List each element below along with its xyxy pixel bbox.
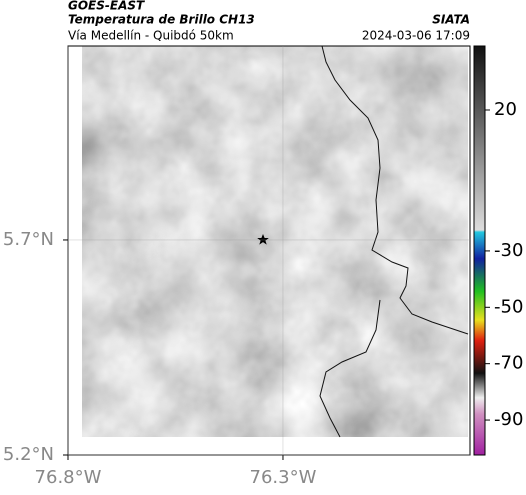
colorbar-tick-label: -90: [494, 409, 523, 430]
satellite-image: [82, 46, 468, 437]
product: GOES-EAST: [68, 0, 145, 13]
x-tick-label: 76.3°W: [250, 467, 317, 488]
colorbar-tick-label: -50: [494, 296, 523, 317]
source: SIATA: [432, 13, 470, 27]
colorbar-tick-label: -30: [494, 240, 523, 261]
colorbar-tick-label: -70: [494, 353, 523, 374]
border: [321, 45, 469, 335]
x-tick-label: 76.8°W: [35, 467, 102, 488]
y-tick-label: 5.2°N: [3, 444, 54, 465]
y-tick-label: 5.7°N: [3, 229, 54, 250]
colorbar: [473, 45, 486, 456]
border: [319, 299, 381, 438]
datetime: 2024-03-06 17:09: [362, 29, 470, 43]
location-marker: [257, 234, 269, 245]
colorbar-tick-label: 20: [494, 99, 517, 120]
title: Temperatura de Brillo CH13: [68, 13, 255, 27]
route: Vía Medellín - Quibdó 50km: [68, 29, 234, 43]
